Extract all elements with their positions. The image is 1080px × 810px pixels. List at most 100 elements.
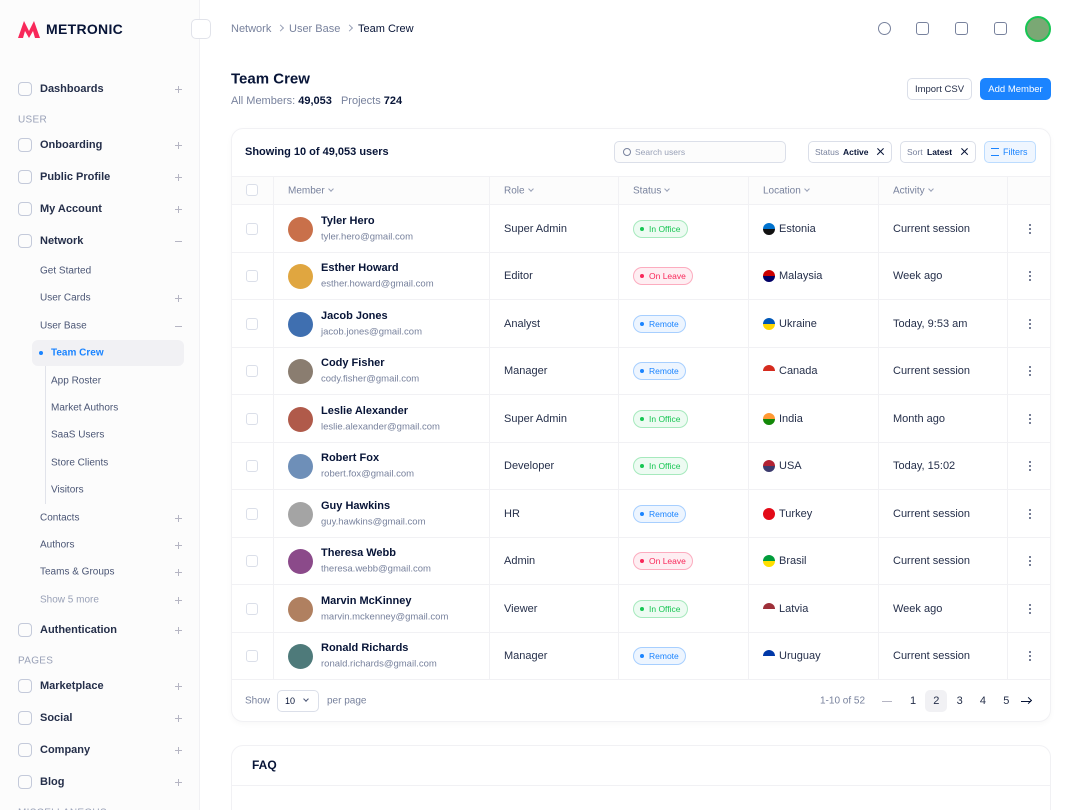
page-number[interactable]: 2 [933, 695, 940, 707]
avatar [288, 359, 313, 385]
checkbox[interactable] [246, 184, 258, 196]
checkbox[interactable] [246, 365, 258, 378]
nav-item[interactable]: My Account [40, 203, 102, 215]
topbar-icon[interactable] [916, 22, 929, 35]
table-row [232, 489, 1050, 490]
nav-subitem[interactable]: User Base [40, 320, 87, 332]
nav-item[interactable]: Marketplace [40, 679, 104, 692]
member-name[interactable]: Marvin McKinney [321, 594, 412, 607]
menu-dot [1028, 223, 1031, 226]
user-avatar[interactable] [1025, 16, 1051, 42]
nav-item[interactable]: Network [40, 235, 84, 247]
import-button[interactable]: Import CSV [907, 78, 972, 100]
divider [231, 785, 1051, 786]
checkbox[interactable] [246, 507, 258, 520]
member-name[interactable]: Esther Howard [321, 262, 399, 275]
member-name[interactable]: Jacob Jones [321, 309, 388, 322]
flag [763, 365, 775, 378]
column-header[interactable]: Member [288, 185, 325, 196]
nav-item[interactable]: Dashboards [40, 83, 104, 95]
nav-item[interactable]: Public Profile [40, 171, 111, 183]
menu-dot [1028, 465, 1031, 468]
search-input[interactable] [614, 141, 786, 163]
nav-subitem[interactable]: App Roster [51, 375, 102, 387]
nav-subitem[interactable]: Visitors [51, 484, 84, 496]
page-number[interactable]: 5 [1003, 695, 1010, 707]
column-header[interactable]: Role [504, 185, 525, 196]
page-number[interactable]: 4 [979, 695, 987, 707]
nav-subitem[interactable]: Authors [40, 539, 75, 551]
checkbox[interactable] [246, 602, 258, 615]
member-name[interactable]: Theresa Webb [321, 547, 396, 560]
page-size-select[interactable] [277, 690, 319, 712]
nav-subitem[interactable]: Get Started [40, 265, 92, 277]
checkbox[interactable] [246, 270, 258, 283]
filters-button[interactable] [984, 141, 1036, 163]
column-header[interactable]: Status [633, 185, 662, 196]
nav-icon [18, 202, 32, 216]
add-button[interactable]: Add Member [980, 78, 1051, 100]
menu-dot [1028, 560, 1031, 563]
topbar-icon[interactable] [878, 22, 891, 35]
column-divider [273, 176, 274, 680]
menu-dot [1028, 413, 1031, 416]
checkbox[interactable] [246, 555, 258, 568]
checkbox[interactable] [246, 460, 258, 473]
menu-dot [1028, 655, 1031, 658]
filter-chip[interactable] [900, 141, 976, 163]
nav-item[interactable]: Blog [40, 775, 65, 788]
next-arrow[interactable] [1021, 701, 1031, 703]
nav-subitem[interactable]: SaaS Users [51, 429, 105, 441]
nav-item[interactable]: Onboarding [40, 139, 103, 151]
nav-subitem[interactable]: Teams & Groups [40, 566, 115, 578]
member-name[interactable]: Ronald Richards [321, 642, 409, 655]
menu-dot [1028, 322, 1031, 325]
nav-item[interactable]: Company [40, 743, 91, 756]
topbar-icon[interactable] [994, 22, 1007, 35]
breadcrumb-item: Team Crew [358, 23, 414, 35]
sidebar-toggle[interactable] [191, 19, 211, 39]
member-email: ronald.richards@gmail.com [321, 658, 437, 670]
nav-subitem[interactable]: Show 5 more [40, 594, 99, 606]
nav-item[interactable]: Social [40, 711, 73, 724]
location: India [779, 412, 803, 425]
member-name[interactable]: Robert Fox [321, 452, 380, 465]
member-name[interactable]: Guy Hawkins [321, 499, 391, 512]
logo [18, 21, 40, 38]
member-name[interactable]: Leslie Alexander [321, 404, 409, 417]
checkbox[interactable] [246, 650, 258, 663]
topbar-icon[interactable] [955, 22, 968, 35]
role: Super Admin [504, 412, 567, 425]
search-icon [623, 148, 631, 156]
nav-subitem[interactable]: User Cards [40, 292, 91, 304]
breadcrumb-item[interactable]: Network [231, 23, 272, 35]
faq-title: FAQ [252, 758, 277, 772]
prev-arrow[interactable] [882, 701, 892, 702]
status-dot [640, 606, 644, 611]
checkbox[interactable] [246, 222, 258, 235]
column-header[interactable]: Activity [893, 185, 925, 196]
nav-subitem[interactable]: Market Authors [51, 402, 119, 414]
member-name[interactable]: Tyler Hero [321, 214, 375, 227]
nav-subitem[interactable]: Contacts [40, 512, 80, 524]
table-card [231, 128, 1051, 722]
column-header[interactable]: Location [763, 185, 801, 196]
filter-chip[interactable] [808, 141, 892, 163]
expand-icon [175, 241, 182, 242]
flag [763, 650, 775, 663]
menu-dot [1028, 651, 1031, 654]
member-name[interactable]: Cody Fisher [321, 357, 385, 370]
nav-subitem[interactable]: Team Crew [51, 347, 104, 359]
checkbox[interactable] [246, 412, 258, 425]
nav-subitem[interactable]: Store Clients [51, 457, 109, 469]
breadcrumb-sep [276, 24, 285, 32]
nav-item[interactable]: Authentication [40, 623, 117, 636]
page-number[interactable]: 1 [910, 695, 917, 707]
page-number[interactable]: 3 [956, 695, 963, 707]
role: Manager [504, 650, 548, 663]
table-summary: Showing 10 of 49,053 users [245, 146, 389, 158]
checkbox[interactable] [246, 317, 258, 330]
activity: Week ago [893, 270, 943, 283]
breadcrumb-item[interactable]: User Base [289, 23, 341, 35]
role: HR [504, 507, 520, 520]
